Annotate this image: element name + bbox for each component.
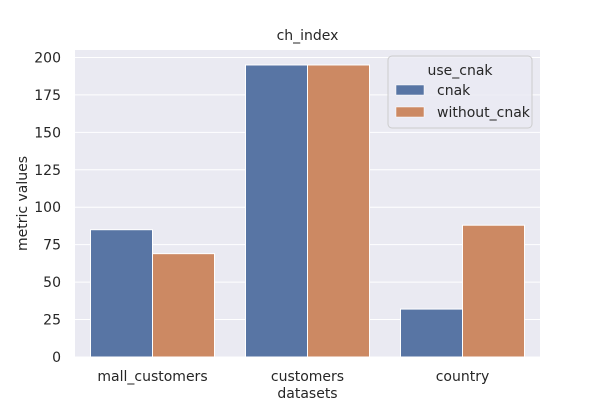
y-tick-label-100: 100	[34, 200, 61, 216]
y-tick-label-200: 200	[34, 50, 61, 66]
legend: use_cnak cnak without_cnak	[387, 55, 533, 129]
legend-swatch-cnak	[395, 84, 425, 96]
bars	[90, 64, 525, 358]
x-tick-label-customers: customers	[271, 369, 344, 385]
bar-without_cnak-mall_customers	[152, 253, 215, 358]
chart-title: ch_index	[277, 28, 339, 44]
y-tick-labels: 0 25 50 75 100 125 150 175 200	[34, 50, 61, 366]
y-axis-label: metric values	[15, 156, 31, 251]
x-axis-label: datasets	[277, 386, 337, 400]
legend-swatch-without-cnak	[395, 106, 425, 118]
bar-without_cnak-country	[462, 224, 525, 358]
bar-cnak-customers	[245, 64, 308, 358]
y-tick-label-125: 125	[34, 163, 61, 179]
y-tick-label-50: 50	[43, 275, 61, 291]
y-tick-label-150: 150	[34, 125, 61, 141]
bar-cnak-mall_customers	[90, 229, 153, 358]
y-tick-label-75: 75	[43, 238, 61, 254]
bar-without_cnak-customers	[307, 64, 370, 358]
x-tick-label-mall_customers: mall_customers	[97, 369, 207, 385]
y-tick-label-0: 0	[52, 350, 61, 366]
y-tick-label-25: 25	[43, 313, 61, 329]
x-tick-labels: mall_customers customers country	[97, 369, 489, 385]
x-tick-label-country: country	[436, 369, 490, 385]
legend-label-cnak: cnak	[437, 83, 471, 99]
legend-label-without-cnak: without_cnak	[437, 105, 531, 121]
y-tick-label-175: 175	[34, 88, 61, 104]
legend-title: use_cnak	[427, 63, 493, 79]
bar-cnak-country	[400, 308, 463, 358]
